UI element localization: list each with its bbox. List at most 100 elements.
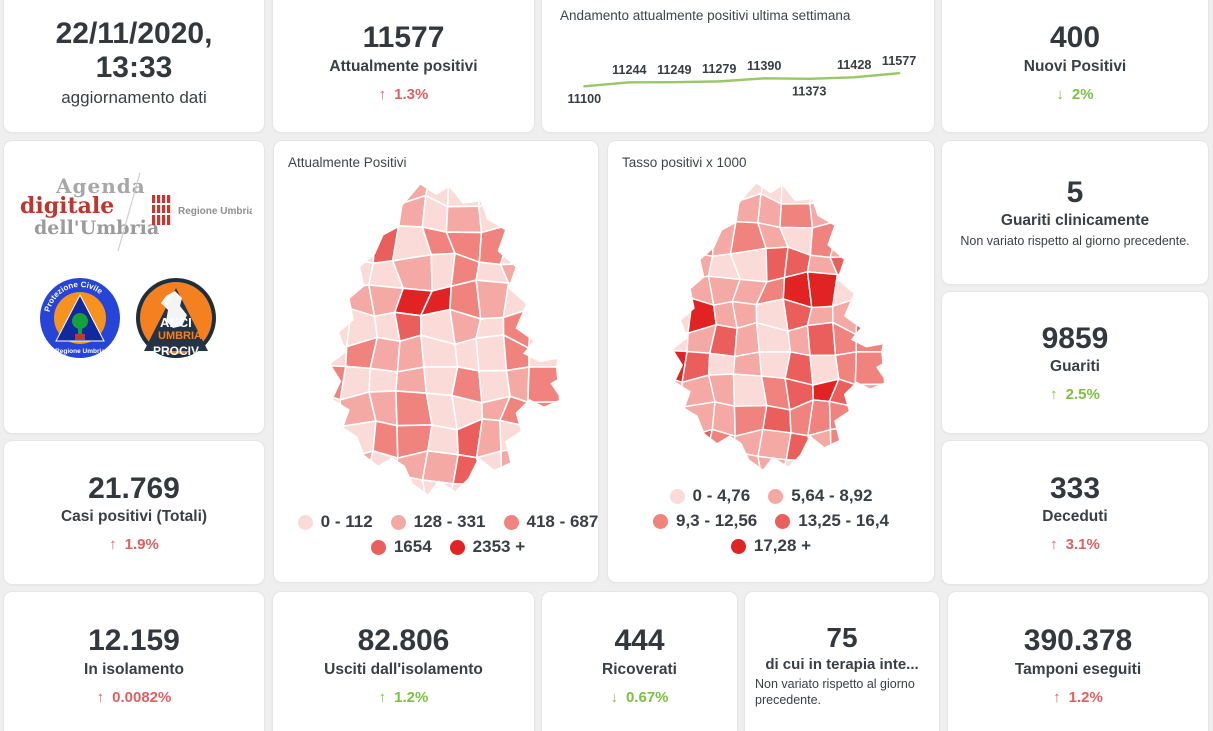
arrow-up-icon: ↑: [378, 688, 387, 706]
svg-text:Regione Umbria: Regione Umbria: [178, 206, 252, 217]
regione-umbria-logo: Regione Umbria: [152, 195, 252, 225]
legend-dot-icon: [652, 513, 668, 529]
guariti-clinicamente-note: Non variato rispetto al giorno precedent…: [960, 234, 1190, 249]
map-tasso-choropleth[interactable]: [644, 172, 898, 484]
legend-item: 5,64 - 8,92: [768, 486, 872, 506]
svg-text:11428: 11428: [837, 58, 871, 72]
svg-text:PROCIV: PROCIV: [153, 344, 199, 358]
usciti-isolamento-value: 82.806: [357, 624, 450, 658]
attualmente-positivi-label: Attualmente positivi: [329, 57, 478, 75]
legend-dot-icon: [768, 488, 784, 504]
guariti-clinicamente-label: Guariti clinicamente: [1000, 212, 1150, 230]
svg-text:Agenda: Agenda: [55, 174, 146, 198]
tamponi-delta: ↑ 1.2%: [1053, 688, 1103, 706]
legend-item: 2353 +: [449, 537, 525, 557]
guariti-delta: ↑ 2.5%: [1050, 386, 1100, 404]
card-guariti-clinicamente: 5 Guariti clinicamente Non variato rispe…: [941, 140, 1209, 285]
terapia-intensiva-label: di cui in terapia inte...: [765, 655, 919, 673]
card-attualmente-positivi: 11577 Attualmente positivi ↑ 1.3%: [272, 0, 535, 133]
trend-line-chart[interactable]: 11100 11244 11249 11279 11390 11373 11428 11577: [560, 23, 916, 129]
svg-text:dell'Umbria: dell'Umbria: [34, 217, 159, 239]
guariti-value: 9859: [1041, 321, 1109, 355]
svg-text:11577: 11577: [882, 54, 916, 68]
ricoverati-value: 444: [614, 624, 665, 658]
legend-item: 17,28 +: [730, 536, 811, 556]
guariti-label: Guariti: [1050, 358, 1100, 376]
legend-dot-icon: [370, 539, 386, 555]
legend-dot-icon: [449, 539, 465, 555]
deceduti-value: 333: [1049, 471, 1101, 505]
map-attualmente-choropleth[interactable]: [299, 172, 574, 510]
legend-dot-icon: [503, 514, 519, 530]
isolamento-delta: ↑ 0.0082%: [96, 688, 172, 706]
arrow-up-icon: ↑: [1050, 386, 1058, 404]
arrow-up-icon: ↑: [1053, 688, 1061, 706]
guariti-clinicamente-value: 5: [1066, 175, 1084, 209]
arrow-up-icon: ↑: [96, 688, 105, 706]
legend-item: 9,3 - 12,56: [652, 511, 757, 531]
arrow-up-icon: ↑: [378, 85, 387, 103]
card-isolamento: 12.159 In isolamento ↑ 0.0082%: [3, 591, 265, 731]
casi-totali-delta: ↑ 1.9%: [109, 536, 159, 554]
nuovi-positivi-value: 400: [1049, 21, 1101, 55]
attualmente-positivi-delta: ↑ 1.3%: [378, 85, 429, 103]
svg-text:11100: 11100: [567, 92, 601, 106]
ricoverati-label: Ricoverati: [602, 660, 677, 678]
svg-text:UMBRIA: UMBRIA: [158, 330, 202, 342]
svg-text:11244: 11244: [612, 63, 646, 77]
card-updated: 22/11/2020, 13:33 aggiornamento dati: [3, 0, 265, 133]
legend-dot-icon: [775, 513, 791, 529]
card-map-attualmente: Attualmente Positivi 0 - 112 128 - 331 4…: [273, 140, 599, 583]
isolamento-value: 12.159: [88, 624, 180, 658]
legend-dot-icon: [669, 488, 685, 504]
tamponi-label: Tamponi eseguiti: [1014, 660, 1142, 678]
nuovi-positivi-delta: ↓ 2%: [1056, 85, 1094, 103]
card-terapia-intensiva: 75 di cui in terapia inte... Non variato…: [744, 591, 940, 731]
tamponi-value: 390.378: [1023, 624, 1133, 658]
card-logos: Agenda digitale dell'Umbria Regione Umbr…: [3, 140, 265, 434]
map-tasso-title: Tasso positivi x 1000: [622, 155, 747, 170]
casi-totali-value: 21.769: [88, 471, 180, 505]
card-map-tasso: Tasso positivi x 1000 0 - 4,76 5,64 - 8,…: [607, 140, 935, 583]
update-label: aggiornamento dati: [61, 87, 207, 107]
map-attualmente-legend: 0 - 112 128 - 331 418 - 687 1654: [288, 512, 608, 557]
casi-totali-label: Casi positivi (Totali): [60, 508, 208, 526]
legend-item: 128 - 331: [390, 512, 486, 532]
card-tamponi: 390.378 Tamponi eseguiti ↑ 1.2%: [947, 591, 1209, 731]
nuovi-positivi-label: Nuovi Positivi: [1023, 57, 1127, 75]
legend-item: 418 - 687: [503, 512, 598, 532]
terapia-intensiva-value: 75: [826, 621, 858, 653]
card-casi-totali: 21.769 Casi positivi (Totali) ↑ 1.9%: [3, 440, 265, 585]
deceduti-delta: ↑ 3.1%: [1050, 536, 1100, 554]
legend-item: 0 - 112: [297, 512, 373, 532]
update-datetime: 22/11/2020, 13:33: [55, 16, 213, 85]
svg-text:Regione Umbria: Regione Umbria: [55, 348, 105, 355]
anci-prociv-logo: ANCI UMBRIA PROCIV: [136, 278, 216, 358]
legend-dot-icon: [730, 538, 746, 554]
card-usciti-isolamento: 82.806 Usciti dall'isolamento ↑ 1.2%: [272, 591, 535, 731]
agenda-digitale-logo: Agenda digitale dell'Umbria: [20, 174, 159, 239]
card-trend-chart: Andamento attualmente positivi ultima se…: [541, 0, 935, 133]
logos-graphic: Agenda digitale dell'Umbria Regione Umbr…: [20, 172, 252, 358]
usciti-isolamento-label: Usciti dall'isolamento: [324, 660, 483, 678]
arrow-down-icon: ↓: [1056, 85, 1064, 103]
card-ricoverati: 444 Ricoverati ↓ 0.67%: [541, 591, 738, 731]
arrow-up-icon: ↑: [1050, 536, 1058, 554]
arrow-up-icon: ↑: [109, 536, 117, 554]
attualmente-positivi-value: 11577: [362, 21, 445, 55]
map-attualmente-title: Attualmente Positivi: [288, 155, 407, 170]
card-deceduti: 333 Deceduti ↑ 3.1%: [941, 440, 1209, 585]
svg-text:digitale: digitale: [20, 193, 114, 219]
card-nuovi-positivi: 400 Nuovi Positivi ↓ 2%: [941, 0, 1209, 133]
legend-item: 13,25 - 16,4: [775, 511, 889, 531]
svg-text:11279: 11279: [702, 62, 736, 76]
usciti-isolamento-delta: ↑ 1.2%: [378, 688, 429, 706]
legend-item: 0 - 4,76: [669, 486, 750, 506]
deceduti-label: Deceduti: [1042, 508, 1108, 526]
legend-dot-icon: [390, 514, 406, 530]
svg-text:11390: 11390: [747, 59, 781, 73]
logo-divider: [117, 172, 141, 252]
legend-dot-icon: [297, 514, 313, 530]
svg-text:ANCI: ANCI: [160, 315, 192, 330]
